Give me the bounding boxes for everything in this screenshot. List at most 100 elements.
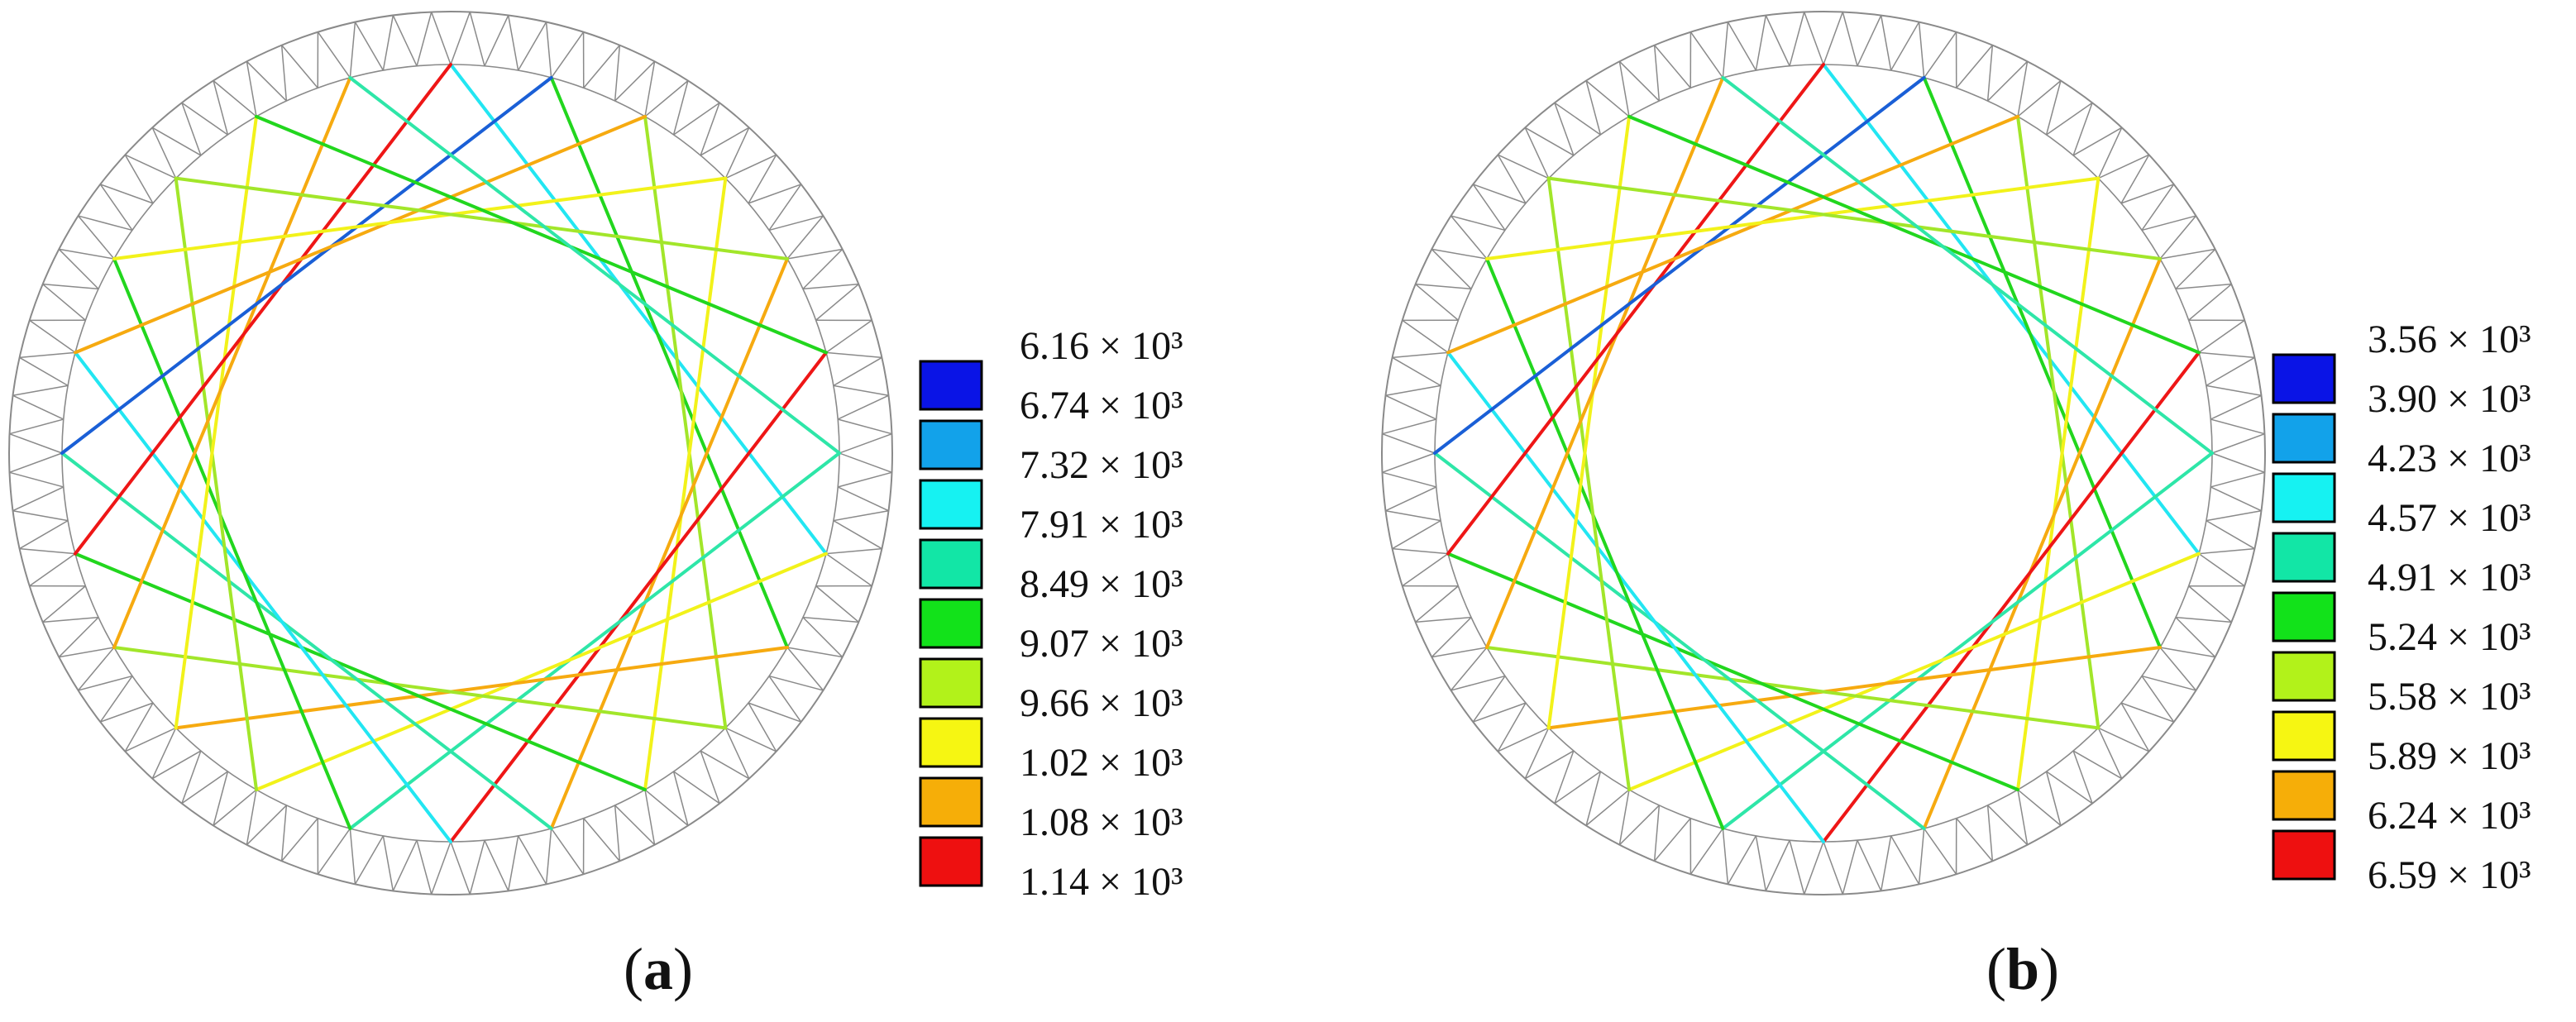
truss-member: [1789, 840, 1805, 895]
cable-member: [2016, 176, 2100, 792]
truss-member: [1415, 616, 1472, 623]
truss-member: [2175, 617, 2216, 658]
legend-entry: [919, 836, 983, 887]
truss-member: [19, 351, 76, 359]
truss-member: [507, 15, 519, 71]
truss-member: [1415, 283, 1472, 290]
truss-member: [839, 433, 892, 454]
truss-member: [2198, 547, 2255, 555]
legend-entry: [2272, 413, 2336, 464]
legend-entry: [2272, 651, 2336, 702]
svg-text:(a): (a): [624, 936, 693, 1002]
cable-member: [60, 76, 553, 455]
cable-member: [1922, 76, 2163, 649]
truss-member: [246, 805, 287, 846]
truss-member: [1392, 351, 1449, 359]
truss-member: [59, 248, 115, 260]
truss-member: [545, 21, 552, 79]
truss-member: [1472, 184, 1506, 231]
truss-member: [431, 841, 452, 895]
caption-b: (b): [1986, 936, 2059, 1002]
truss-member: [614, 805, 621, 862]
truss-member: [9, 471, 64, 488]
truss-member: [99, 676, 133, 723]
cable-member: [1922, 257, 2163, 830]
truss-member: [317, 828, 351, 875]
truss-member: [825, 351, 882, 359]
truss-member: [382, 15, 394, 71]
truss-member: [1618, 789, 1630, 845]
truss-member: [1497, 154, 1527, 204]
cable-member: [1446, 63, 1825, 556]
truss-member: [416, 12, 433, 66]
truss-member: [1804, 841, 1824, 895]
truss-member: [12, 486, 65, 512]
truss-member: [1890, 835, 1920, 885]
truss-member: [1857, 15, 1882, 67]
truss-member: [181, 102, 228, 136]
truss-member: [59, 647, 115, 658]
truss-member: [392, 839, 418, 891]
truss-member: [673, 771, 720, 805]
truss-member: [2141, 215, 2196, 232]
truss-member: [2017, 789, 2029, 845]
legend-swatch: [2272, 532, 2336, 583]
legend-label: 5.58 × 10³: [2368, 675, 2531, 719]
caption-paren-open: (: [624, 936, 643, 1002]
legend-label: 1.14 × 10³: [1020, 860, 1183, 904]
truss-member: [58, 248, 99, 289]
truss-member: [838, 418, 892, 435]
legend-label: 6.16 × 10³: [1020, 324, 1183, 368]
truss-member: [672, 80, 689, 136]
truss-member: [9, 452, 63, 473]
truss-member: [1727, 21, 1757, 71]
truss-member: [1890, 21, 1920, 71]
truss-member: [786, 647, 824, 691]
truss-member: [19, 356, 69, 387]
legend-entry: [919, 776, 983, 828]
truss-member: [349, 828, 356, 885]
truss-member: [2017, 61, 2029, 117]
truss-member: [1431, 248, 1472, 289]
truss-member: [1918, 21, 1925, 79]
truss-member: [1986, 805, 1994, 862]
truss-member: [1789, 12, 1805, 66]
inner-ring: [61, 64, 840, 843]
truss-member: [213, 80, 229, 136]
truss-member: [1689, 31, 1723, 79]
truss-member: [2072, 103, 2093, 156]
truss-member: [545, 828, 552, 885]
truss-member: [1765, 839, 1790, 891]
truss-member: [354, 21, 385, 71]
cable-member: [112, 257, 352, 830]
truss-member: [100, 184, 154, 204]
truss-member: [768, 675, 824, 691]
legend-label: 5.89 × 10³: [2368, 734, 2531, 778]
truss-member: [124, 702, 154, 752]
truss-member: [1654, 45, 1691, 88]
truss-member: [2017, 789, 2062, 826]
truss-member: [825, 319, 872, 353]
truss-member: [12, 509, 69, 522]
legend-entry: [2272, 472, 2336, 523]
truss-member: [1524, 127, 1550, 179]
truss-member: [450, 841, 471, 895]
truss-member: [1823, 12, 1843, 65]
truss-member: [2141, 184, 2175, 231]
truss-member: [644, 80, 689, 117]
truss-member: [833, 356, 882, 387]
truss-member: [644, 61, 656, 117]
truss-member: [825, 553, 872, 587]
caption-letter: b: [2006, 936, 2039, 1002]
truss-member: [2072, 750, 2093, 804]
legend-label: 4.57 × 10³: [2368, 496, 2531, 540]
truss-member: [614, 805, 656, 846]
truss-member: [748, 154, 777, 204]
truss-member: [78, 675, 133, 691]
truss-member: [1842, 12, 1858, 66]
truss-member: [2098, 154, 2150, 179]
truss-member: [1554, 771, 1601, 805]
truss-member: [181, 750, 202, 804]
truss-member: [700, 103, 720, 156]
